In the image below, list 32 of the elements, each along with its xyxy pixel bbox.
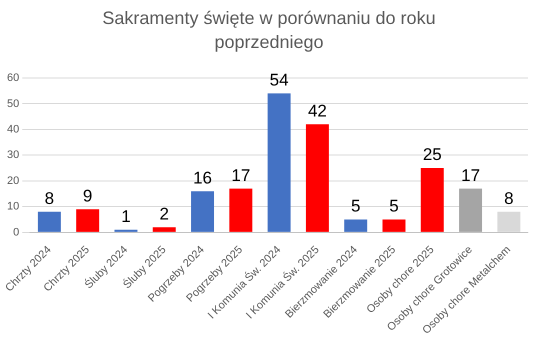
bar: [420, 168, 444, 232]
data-label: 2: [160, 204, 169, 224]
bar: [229, 188, 252, 232]
y-tick-label: 50: [6, 98, 20, 110]
y-tick-label: 0: [13, 226, 20, 238]
bar: [191, 191, 214, 232]
bar: [152, 227, 176, 232]
bar: [38, 212, 61, 232]
data-label: 8: [44, 188, 54, 208]
bar: [344, 220, 368, 232]
y-tick-label: 10: [6, 200, 20, 213]
chart-title: Sakramenty święte w porównaniu do roku poprzedniego: [101, 7, 437, 54]
data-label: 25: [422, 145, 442, 164]
bar: [76, 209, 100, 232]
data-label: 5: [350, 196, 360, 216]
data-label: 8: [504, 188, 514, 208]
bar: [459, 188, 482, 232]
y-tick-label: 40: [6, 123, 20, 136]
data-label: 54: [270, 70, 289, 90]
y-tick-label: 30: [6, 149, 20, 162]
y-tick-label: 20: [6, 174, 20, 187]
y-tick-label: 60: [6, 72, 20, 84]
bar: [382, 220, 406, 232]
data-label: 9: [82, 186, 92, 206]
bar: [306, 124, 329, 232]
data-label: 5: [389, 196, 399, 216]
data-label: 1: [121, 206, 131, 226]
data-label: 16: [193, 168, 212, 188]
data-label: 17: [461, 166, 480, 185]
data-label: 17: [231, 166, 250, 185]
bar: [268, 93, 291, 232]
data-label: 42: [308, 102, 327, 120]
